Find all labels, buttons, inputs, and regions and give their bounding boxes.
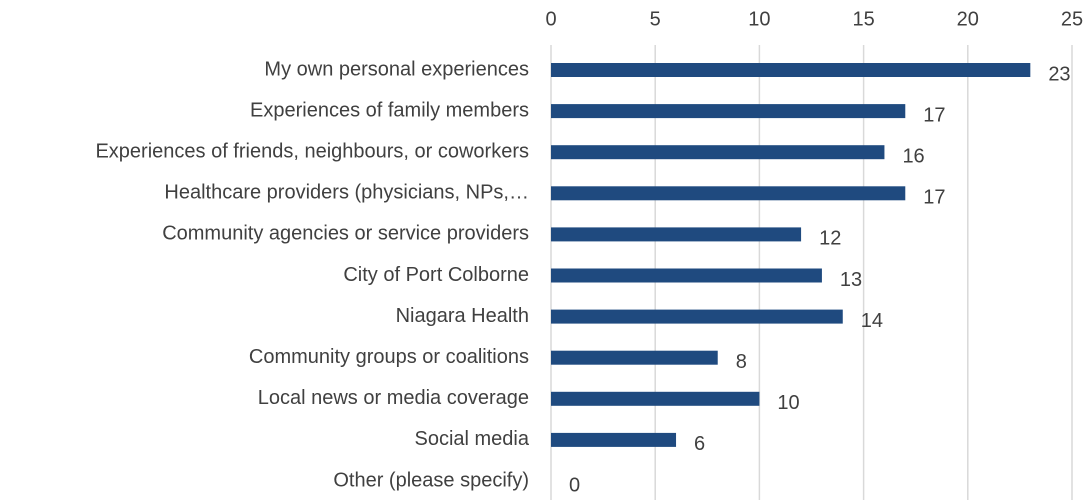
x-tick-label: 15 xyxy=(852,8,874,30)
data-label: 12 xyxy=(819,228,841,250)
y-tick-label: City of Port Colborne xyxy=(343,264,529,286)
data-label: 0 xyxy=(569,474,580,496)
data-label: 6 xyxy=(694,433,705,455)
bar xyxy=(551,391,760,406)
data-label: 10 xyxy=(777,392,799,414)
y-tick-label: Other (please specify) xyxy=(333,469,529,491)
bar xyxy=(551,309,843,324)
y-tick-label: Niagara Health xyxy=(396,305,529,327)
y-tick-label: Local news or media coverage xyxy=(258,387,529,409)
x-tick-label: 20 xyxy=(957,8,979,30)
y-tick-label: Healthcare providers (physicians, NPs,… xyxy=(164,182,529,204)
y-tick-label: Experiences of friends, neighbours, or c… xyxy=(95,140,529,162)
y-tick-label: Community groups or coalitions xyxy=(249,346,529,368)
bar xyxy=(551,350,718,365)
y-tick-label: Community agencies or service providers xyxy=(162,223,529,245)
y-tick-label: My own personal experiences xyxy=(264,58,529,80)
data-label: 23 xyxy=(1048,63,1070,85)
bar xyxy=(551,63,1031,77)
data-label: 14 xyxy=(861,310,883,332)
y-tick-label: Experiences of family members xyxy=(250,99,529,121)
bar xyxy=(551,227,802,242)
bar xyxy=(551,268,822,283)
bar xyxy=(551,145,885,160)
x-tick-label: 0 xyxy=(545,8,556,30)
data-label: 17 xyxy=(923,104,945,126)
x-tick-label: 10 xyxy=(748,8,770,30)
bar xyxy=(551,104,906,119)
data-label: 8 xyxy=(736,351,747,373)
data-label: 17 xyxy=(923,187,945,209)
bar xyxy=(551,186,906,201)
x-tick-label: 5 xyxy=(650,8,661,30)
data-label: 16 xyxy=(902,145,924,167)
y-tick-label: Social media xyxy=(414,428,529,450)
x-tick-label: 25 xyxy=(1061,8,1083,30)
data-label: 13 xyxy=(840,269,862,291)
bar xyxy=(551,432,677,447)
